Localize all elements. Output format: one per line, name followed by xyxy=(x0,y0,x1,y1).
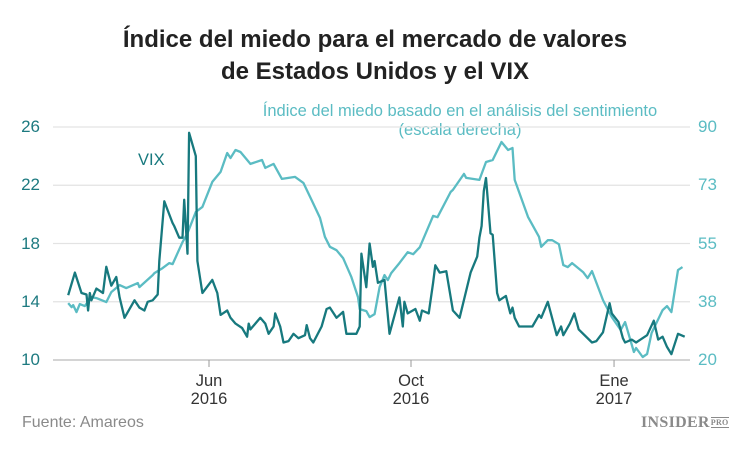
right-axis-label: Índice del miedo basado en el análisis d… xyxy=(262,102,658,120)
insider-pro-logo: INSIDERPRO xyxy=(641,414,729,431)
x-tick-ene: Ene 2017 xyxy=(574,372,654,408)
chart-title-line2: de Estados Unidos y el VIX xyxy=(220,58,530,85)
right-tick-20: 20 xyxy=(698,350,717,369)
right-tick-73: 73 xyxy=(698,175,717,194)
right-axis-label-line2: (escala derecha) xyxy=(398,121,522,139)
left-tick-18: 18 xyxy=(21,234,40,253)
right-tick-55: 55 xyxy=(698,234,717,253)
x-tick-year: 2016 xyxy=(190,390,228,408)
x-tick-month: Jun xyxy=(195,372,223,390)
x-tick-oct: Oct 2016 xyxy=(371,372,451,408)
right-tick-90: 90 xyxy=(698,117,717,136)
source-note: Fuente: Amareos xyxy=(22,414,144,431)
x-tick-year: 2017 xyxy=(595,390,633,408)
chart-title: Índice del miedo para el mercado de valo… xyxy=(122,26,628,53)
x-tick-month: Ene xyxy=(599,372,629,390)
x-tick-year: 2016 xyxy=(392,390,430,408)
left-tick-26: 26 xyxy=(21,117,40,136)
x-tick-jun: Jun 2016 xyxy=(169,372,249,408)
left-tick-22: 22 xyxy=(21,175,40,194)
x-tick-month: Oct xyxy=(398,372,424,390)
vix-line xyxy=(67,131,686,356)
left-tick-10: 10 xyxy=(21,350,40,369)
left-tick-14: 14 xyxy=(21,292,40,311)
vix-series-label: VIX xyxy=(138,151,165,169)
right-tick-38: 38 xyxy=(698,292,717,311)
